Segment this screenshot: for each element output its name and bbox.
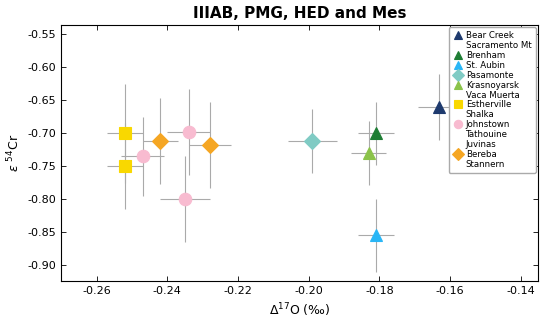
- X-axis label: $\Delta$$^{17}$O (‰): $\Delta$$^{17}$O (‰): [269, 302, 331, 319]
- Legend: Bear Creek, Sacramento Mt, Brenham, St. Aubin, Pasamonte, Krasnoyarsk, Vaca Muer: Bear Creek, Sacramento Mt, Brenham, St. …: [449, 27, 536, 173]
- Y-axis label: $\varepsilon$ $^{54}$Cr: $\varepsilon$ $^{54}$Cr: [5, 134, 22, 172]
- Title: IIIAB, PMG, HED and Mes: IIIAB, PMG, HED and Mes: [193, 6, 406, 20]
